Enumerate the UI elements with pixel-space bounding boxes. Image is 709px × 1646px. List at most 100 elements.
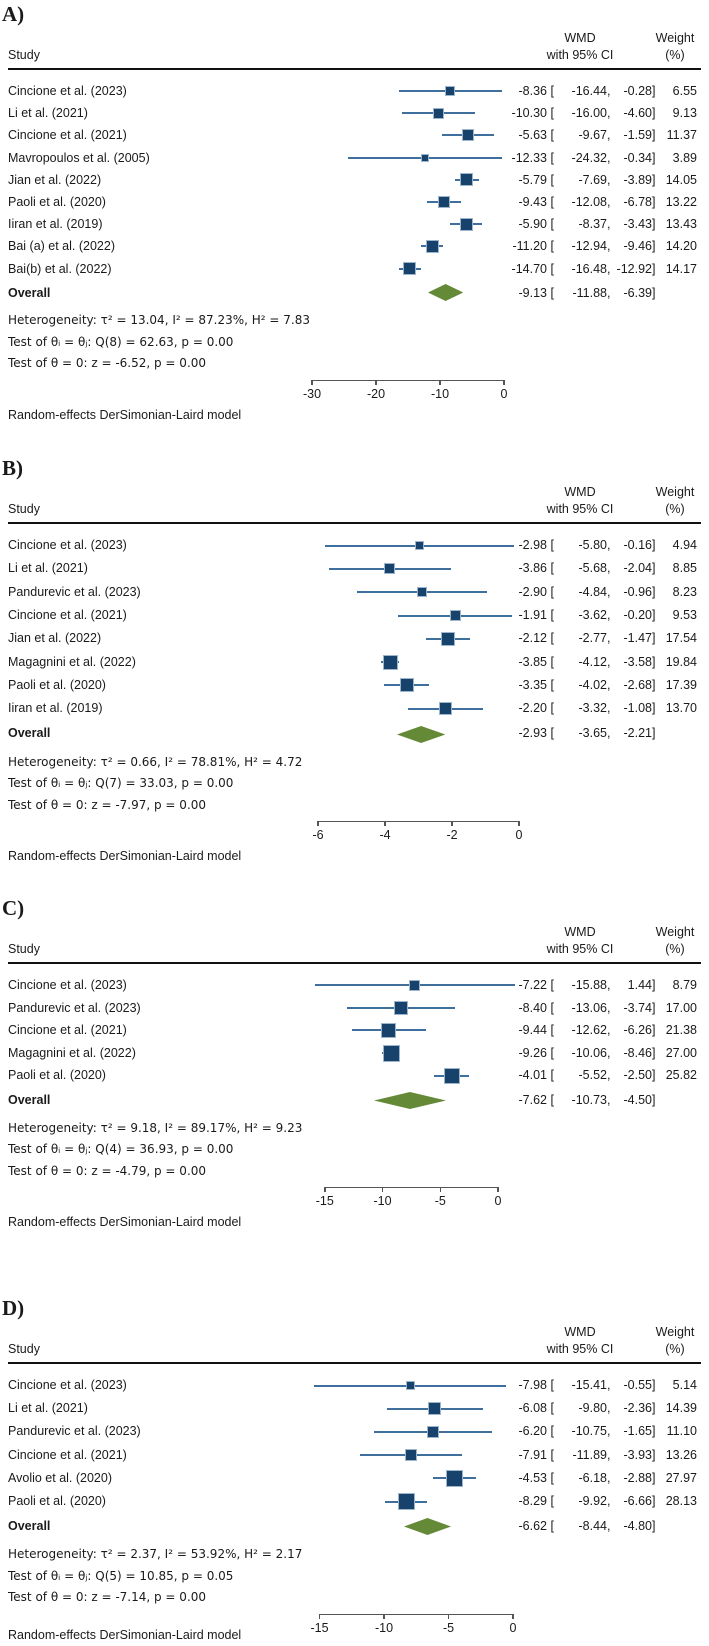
- comma: ,: [607, 285, 611, 300]
- comma: ,: [607, 239, 611, 254]
- study-row: Cincione et al. (2023) -7.98 [-15.41, -0.5…: [0, 1374, 709, 1397]
- effect-text: -4.01 [-5.52, -2.50]: [503, 1064, 660, 1087]
- close-bracket: ]: [652, 1045, 656, 1060]
- weight-value: 8.23: [672, 584, 697, 599]
- study-name: Paoli et al. (2020): [8, 1494, 106, 1508]
- heterogeneity-text: Heterogeneity: τ² = 2.37, I² = 53.92%, H…: [8, 1547, 303, 1562]
- ci-upper: -6.66: [623, 1494, 653, 1508]
- overall-diamond: [374, 1091, 447, 1109]
- test-group-text: Test of θᵢ = θⱼ: Q(7) = 33.03, p = 0.00: [8, 776, 234, 791]
- ci-lower: -8.37: [578, 217, 608, 232]
- effect-text: -7.98 [-15.41, -0.55]: [503, 1374, 660, 1397]
- effect-text: -2.98 [-5.80, -0.16]: [503, 534, 660, 557]
- effect-text: -2.93 [-3.65, -2.21]: [503, 722, 660, 745]
- open-bracket: [: [547, 1068, 554, 1083]
- study-name: Cincione et al. (2021): [8, 1023, 127, 1038]
- test-group-text: Test of θᵢ = θⱼ: Q(5) = 10.85, p = 0.05: [8, 1568, 234, 1583]
- overall-row: Overall -2.93 [-3.65, -2.21]: [0, 722, 709, 745]
- open-bracket: [: [547, 172, 554, 187]
- study-row: Magagnini et al. (2022) -3.85 [-4.12, -3.5…: [0, 651, 709, 674]
- effect-marker: [445, 86, 456, 97]
- effect-marker: [425, 239, 439, 253]
- ci-lower: -10.75: [571, 1424, 607, 1439]
- ci-lower: -9.92: [578, 1494, 608, 1508]
- study-name: Li et al. (2021): [8, 106, 88, 121]
- comma: ,: [607, 128, 611, 143]
- study-row: Pandurevic et al. (2023) -6.20 [-10.75, -1…: [0, 1420, 709, 1443]
- effect-text: -4.53 [-6.18, -2.88]: [503, 1467, 660, 1490]
- est: -7.98: [518, 1378, 548, 1392]
- comma: ,: [607, 84, 611, 98]
- open-bracket: [: [547, 1519, 554, 1534]
- close-bracket: ]: [652, 1401, 656, 1416]
- column-header-weight-line2: (%): [665, 48, 685, 62]
- close-bracket: ]: [652, 128, 656, 143]
- effect-marker: [449, 610, 461, 622]
- x-axis-tick-label: -30: [302, 386, 322, 401]
- ci-upper: -0.16: [623, 538, 653, 552]
- ci-lower: -16.44: [571, 84, 607, 98]
- study-name: Cincione et al. (2023): [8, 538, 127, 552]
- effect-text: -7.91 [-11.89, -3.93]: [503, 1444, 660, 1467]
- x-axis-tick-label: -5: [442, 1620, 455, 1635]
- model-note: Random-effects DerSimonian-Laird model: [8, 407, 242, 422]
- study-row: Cincione et al. (2021) -7.91 [-11.89, -3.9…: [0, 1444, 709, 1467]
- weight-value: 14.20: [665, 239, 697, 254]
- effect-marker: [459, 217, 473, 231]
- close-bracket: ]: [652, 1494, 656, 1508]
- ci-lower: -4.02: [578, 677, 608, 692]
- comma: ,: [607, 150, 611, 165]
- est: -2.12: [518, 631, 548, 646]
- open-bracket: [: [547, 1470, 554, 1485]
- close-bracket: ]: [652, 631, 656, 646]
- comma: ,: [607, 1045, 611, 1060]
- est: -6.08: [518, 1401, 548, 1416]
- open-bracket: [: [547, 1045, 554, 1060]
- column-header-weight-line1: Weight: [655, 925, 695, 939]
- effect-text: -2.90 [-4.84, -0.96]: [503, 581, 660, 604]
- est: -7.22: [518, 978, 548, 992]
- ci-lower: -4.12: [578, 654, 608, 669]
- est: -5.79: [518, 172, 548, 187]
- x-axis-tick-label: -10: [374, 1620, 394, 1635]
- weight-value: 6.55: [672, 84, 697, 98]
- close-bracket: ]: [652, 584, 656, 599]
- comma: ,: [607, 217, 611, 232]
- ci-upper: -12.92: [616, 261, 652, 276]
- study-row: Jian et al. (2022) -2.12 [-2.77, -1.47] 17.…: [0, 627, 709, 650]
- weight-value: 17.54: [665, 631, 697, 646]
- close-bracket: ]: [652, 654, 656, 669]
- open-bracket: [: [547, 1023, 554, 1038]
- study-name: Cincione et al. (2021): [8, 1447, 127, 1462]
- comma: ,: [607, 978, 611, 992]
- x-axis-tick-label: 0: [500, 386, 508, 401]
- comma: ,: [607, 607, 611, 622]
- study-name: Cincione et al. (2023): [8, 978, 127, 992]
- effect-text: -8.36 [-16.44, -0.28]: [503, 80, 660, 102]
- close-bracket: ]: [652, 607, 656, 622]
- study-name: Avolio et al. (2020): [8, 1470, 112, 1485]
- x-axis-tick: [384, 821, 386, 827]
- comma: ,: [607, 1000, 611, 1015]
- study-name: Pandurevic et al. (2023): [8, 1000, 141, 1015]
- x-axis: -15 -10 -5 0: [0, 1613, 709, 1640]
- effect-text: -9.44 [-12.62, -6.26]: [503, 1019, 660, 1042]
- open-bracket: [: [547, 607, 554, 622]
- x-axis: -6 -4 -2 0: [0, 821, 709, 847]
- effect-text: -2.20 [-3.32, -1.08]: [503, 697, 660, 720]
- comma: ,: [607, 1023, 611, 1038]
- ci-lower: -11.89: [572, 1447, 607, 1462]
- close-bracket: ]: [652, 84, 656, 98]
- test-zero-text: Test of θ = 0: z = -7.97, p = 0.00: [8, 797, 207, 812]
- column-header-weight-line2: (%): [665, 942, 685, 956]
- close-bracket: ]: [652, 1424, 656, 1439]
- close-bracket: ]: [652, 677, 656, 692]
- ci-upper: -3.74: [623, 1000, 653, 1015]
- study-row: Pandurevic et al. (2023) -2.90 [-4.84, -0.…: [0, 581, 709, 604]
- study-row: Li et al. (2021) -3.86 [-5.68, -2.04] 8.85: [0, 557, 709, 580]
- ci-lower: -10.06: [571, 1045, 607, 1060]
- x-axis-tick: [439, 379, 441, 385]
- close-bracket: ]: [652, 261, 656, 276]
- effect-text: -9.43 [-12.08, -6.78]: [503, 191, 660, 213]
- overall-label: Overall: [8, 1093, 51, 1107]
